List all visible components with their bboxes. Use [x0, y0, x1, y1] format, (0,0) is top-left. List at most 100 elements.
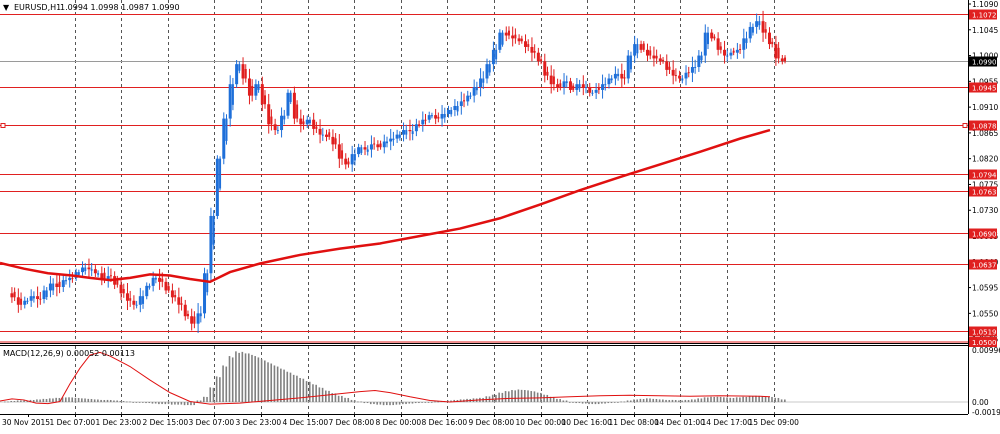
- candle: [106, 266, 110, 288]
- candle: [607, 73, 611, 89]
- candle: [395, 129, 399, 143]
- macd-histogram-bar: [74, 397, 77, 403]
- candle: [257, 80, 260, 93]
- macd-histogram-bar: [552, 396, 555, 403]
- candle-body: [61, 280, 65, 288]
- time-tick-label: 8 Dec 16:00: [422, 418, 468, 427]
- candle: [780, 54, 784, 65]
- time-tick-label: 1 Dec 07:00: [50, 418, 96, 427]
- macd-histogram-bar: [68, 397, 70, 403]
- level-handle-left[interactable]: [0, 123, 6, 128]
- candle-body: [549, 75, 553, 85]
- macd-histogram-bar: [302, 378, 305, 403]
- candle-body: [366, 149, 369, 152]
- candle-body: [758, 21, 761, 26]
- time-tick-label: 8 Dec 00:00: [376, 418, 422, 427]
- candle-body: [283, 115, 286, 120]
- candle-body: [585, 87, 588, 89]
- macd-histogram-bar: [588, 402, 590, 405]
- candle-body: [318, 128, 322, 135]
- candle-body: [777, 47, 780, 59]
- time-tick-label: 9 Dec 08:00: [469, 418, 515, 427]
- candle: [273, 118, 277, 135]
- candle-body: [594, 89, 598, 93]
- candle: [495, 44, 498, 65]
- candle: [398, 131, 401, 141]
- candle-body: [289, 92, 292, 102]
- candle: [501, 30, 504, 47]
- macd-histogram-bar: [312, 384, 314, 403]
- macd-histogram-bar: [280, 368, 282, 403]
- macd-histogram-bar: [761, 396, 764, 403]
- candle-body: [161, 278, 164, 282]
- candle-body: [164, 281, 168, 291]
- macd-histogram-bar: [36, 399, 38, 403]
- candles-layer: [10, 10, 787, 333]
- candle: [29, 289, 33, 307]
- candle-body: [402, 130, 406, 135]
- candle-body: [286, 92, 290, 116]
- candle: [729, 48, 733, 60]
- macd-histogram-bar: [578, 402, 581, 404]
- candle: [93, 265, 97, 277]
- candle-body: [617, 73, 620, 77]
- candle: [138, 287, 142, 313]
- candle: [52, 278, 55, 295]
- candle: [530, 37, 534, 62]
- candle: [652, 46, 656, 67]
- candle: [45, 287, 48, 300]
- candle-body: [421, 119, 425, 125]
- macd-histogram-bar: [148, 402, 151, 404]
- macd-histogram-bar: [700, 398, 703, 403]
- candle: [681, 75, 684, 84]
- macd-histogram-bar: [774, 397, 776, 403]
- header-ohlc: 1.0994 1.0998 1.0987 1.0990: [60, 3, 180, 12]
- candle: [767, 27, 771, 50]
- macd-histogram-bar: [604, 402, 606, 404]
- candle: [36, 286, 40, 308]
- candle: [524, 34, 528, 54]
- candle: [536, 47, 540, 66]
- candle: [231, 77, 234, 111]
- macd-histogram-bar: [142, 402, 144, 403]
- candle-body: [209, 215, 213, 274]
- candle-body: [90, 269, 93, 271]
- macd-histogram-bar: [629, 400, 632, 403]
- header-dropdown-icon[interactable]: ▼: [3, 3, 10, 12]
- candle-body: [244, 69, 247, 79]
- candle-body: [446, 109, 450, 114]
- macd-histogram-bar: [7, 401, 9, 403]
- level-handle-right[interactable]: [962, 123, 968, 128]
- symbol-header[interactable]: ▼ EURUSD,H1 1.0994 1.0998 1.0987 1.0990: [3, 3, 180, 12]
- candle: [559, 79, 562, 91]
- macd-histogram-bar: [64, 397, 67, 403]
- candle-body: [395, 134, 399, 139]
- candle: [341, 143, 344, 165]
- macd-histogram-bar: [408, 402, 411, 404]
- candle-body: [247, 78, 251, 96]
- macd-histogram-bar: [318, 387, 321, 403]
- candle: [578, 79, 581, 92]
- macd-histogram-bar: [719, 396, 722, 403]
- macd-histogram-bar: [283, 369, 285, 403]
- time-tick-label: 7 Dec 08:00: [329, 418, 375, 427]
- candle-body: [20, 298, 23, 305]
- macd-histogram-bar: [13, 401, 16, 403]
- candle: [623, 70, 626, 85]
- macd-histogram-bar: [90, 398, 93, 403]
- macd-histogram-bar: [674, 399, 677, 403]
- macd-histogram-bar: [23, 400, 25, 403]
- candle-body: [742, 38, 746, 50]
- candle-body: [655, 55, 658, 59]
- candle: [764, 21, 767, 39]
- candle-body: [633, 44, 637, 56]
- macd-histogram-bar: [225, 366, 228, 403]
- macd-histogram-bar: [495, 394, 497, 403]
- macd-histogram-bar: [186, 402, 189, 406]
- macd-histogram-bar: [93, 399, 96, 403]
- macd-histogram-bar: [125, 401, 128, 403]
- candle: [132, 295, 136, 310]
- macd-histogram-bar: [658, 399, 661, 403]
- macd-histogram-bar: [421, 402, 423, 403]
